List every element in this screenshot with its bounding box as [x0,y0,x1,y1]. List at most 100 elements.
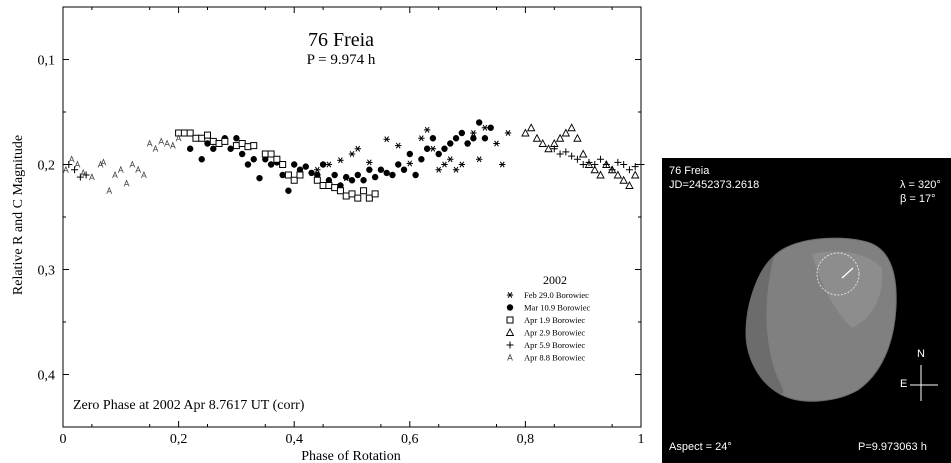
data-point [538,139,547,147]
data-point [65,161,73,168]
data-point [342,192,350,200]
data-point [447,140,454,147]
data-point [284,171,292,179]
model-aspect: Aspect = 24° [669,441,732,453]
data-point [279,161,287,168]
data-point [244,143,252,151]
data-point [244,161,252,168]
model-asteroid-name: 76 Freia [669,165,710,177]
y-tick-label: 0,4 [38,369,56,384]
data-point [112,170,118,179]
data-point [238,140,246,147]
data-point [106,186,113,194]
data-point [360,187,368,195]
data-point [383,136,390,143]
data-point [198,156,205,163]
data-point [354,145,361,152]
y-axis-label: Relative R and C Magnitude [11,135,26,295]
data-point [296,166,304,173]
data-point [308,169,315,177]
legend-entry-label: Apr 8.8 Borowiec [524,353,585,363]
data-point [475,119,483,126]
data-point [412,171,419,179]
data-point [97,160,104,168]
data-point [613,170,623,179]
data-point [343,173,350,181]
legend-marker [506,341,514,349]
data-point [262,156,269,163]
data-point [186,129,194,137]
data-point [585,158,593,166]
data-point [273,155,281,163]
legend-marker [507,353,513,361]
data-point [637,161,645,168]
data-point [441,161,448,168]
data-point [337,182,344,189]
data-point [630,170,640,179]
legend-marker [506,316,514,324]
data-point [267,150,275,158]
data-point [400,166,408,173]
data-point [406,150,413,158]
data-point [169,141,176,149]
data-point [591,161,599,168]
data-point [192,134,200,142]
data-point [348,190,356,198]
lightcurve-chart: 0 0,2 0,4 0,6 0,8 1 0,1 0,2 0,3 0,4 76 Freia P = … [11,6,645,463]
data-point [146,139,153,147]
data-point [487,124,494,131]
data-point [68,155,75,163]
y-tick-label: 0,2 [38,159,56,174]
zero-phase-annotation: Zero Phase at 2002 Apr 8.7617 UT (corr) [73,398,305,413]
legend-entry-label: Apr 5.9 Borowiec [524,340,585,350]
data-point [314,171,321,179]
data-point [383,169,390,177]
data-point [573,155,581,163]
data-point [544,144,553,153]
legend-entry-label: Apr 2.9 Borowiec [524,328,585,338]
data-point [418,135,425,142]
compass-north-label: N [917,348,925,360]
legend-entry-label: Apr 1.9 Borowiec [524,315,585,325]
data-point [325,182,333,189]
data-point [458,129,466,137]
data-point [562,148,570,156]
data-point [354,194,362,202]
data-point [366,166,373,173]
data-point [614,158,622,166]
data-point [215,140,223,147]
data-point [532,133,542,142]
data-point [89,173,95,181]
data-point [291,161,298,168]
data-point [625,166,633,174]
data-point [429,135,437,142]
data-point [423,126,431,133]
data-point [550,145,558,153]
data-point [631,163,639,171]
data-point [526,123,536,132]
x-axis-label: Phase of Rotation [301,449,401,463]
data-point [418,156,425,163]
data-point [619,175,628,184]
data-point [625,181,634,189]
data-point [481,135,489,142]
data-point [441,145,448,152]
data-point [325,161,333,168]
data-point [452,135,460,142]
data-point [499,161,506,168]
data-point [429,145,437,152]
x-tick-label: 0 [60,432,67,447]
data-point [71,166,79,174]
model-period: P=9.973063 h [858,441,927,453]
data-point [602,161,610,168]
x-tick-label: 1 [638,432,645,447]
legend-title: 2002 [543,273,567,287]
data-point [209,137,217,145]
data-point [475,156,483,163]
legend-marker [506,304,514,311]
data-point [123,179,130,187]
data-point [63,165,69,173]
model-julian-date: JD=2452373.2618 [669,179,760,191]
data-point [76,173,84,181]
y-tick-label: 0,1 [38,54,56,69]
